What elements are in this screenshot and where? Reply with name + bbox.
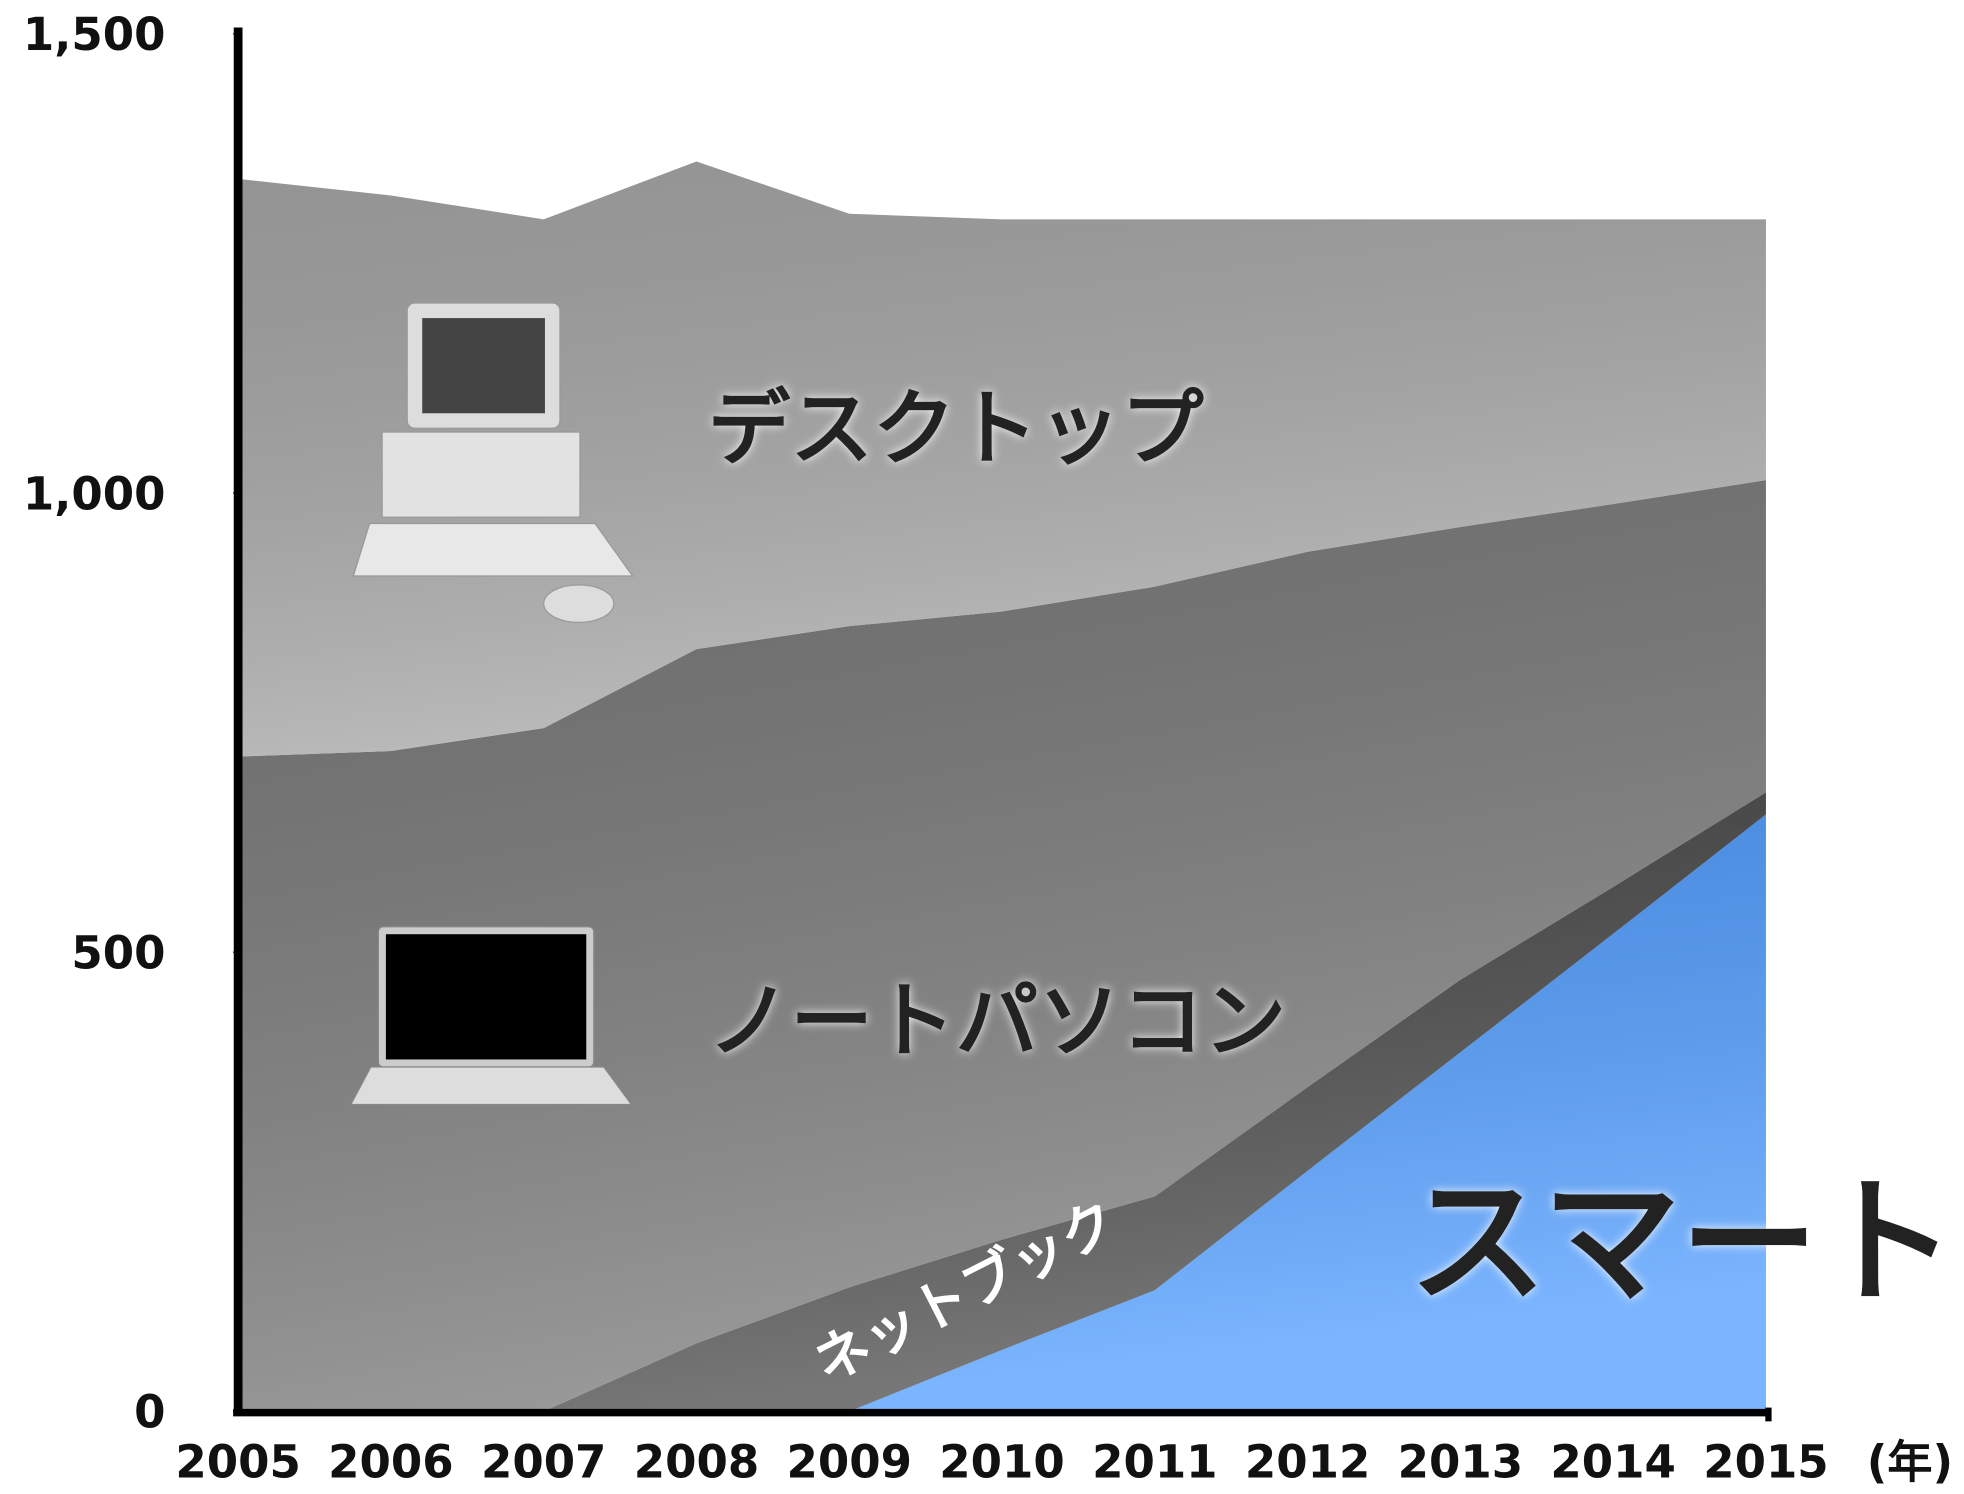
x-tick-label: 2007 <box>481 1436 606 1489</box>
area-shade <box>238 814 1766 1412</box>
x-tick-label: 2005 <box>175 1436 300 1489</box>
series-label: デスクトップ <box>708 381 1204 477</box>
x-tick-label: 2006 <box>328 1436 453 1489</box>
desktop-icon <box>352 302 634 624</box>
x-axis-label: (年) <box>1867 1436 1953 1489</box>
x-tick-label: 2014 <box>1550 1436 1675 1489</box>
y-tick-label: 1,500 <box>23 8 166 61</box>
area-shade <box>238 480 1766 1412</box>
y-tick-label: 0 <box>134 1386 165 1439</box>
area-shade <box>238 161 1766 757</box>
x-tick-label: 2008 <box>634 1436 759 1489</box>
y-tick-label: 500 <box>71 926 165 979</box>
x-tick-label: 2012 <box>1245 1436 1370 1489</box>
laptop-icon <box>349 926 633 1106</box>
x-tick-label: 2010 <box>939 1436 1064 1489</box>
x-tick-label: 2015 <box>1703 1436 1828 1489</box>
series-label: ノートパソコン <box>708 973 1286 1069</box>
area-shade <box>238 792 1766 1412</box>
x-tick-label: 2011 <box>1092 1436 1217 1489</box>
areas <box>238 161 1766 1412</box>
series-label: スマートフォン <box>1409 1163 1964 1323</box>
y-tick-label: 1,000 <box>23 467 166 520</box>
x-tick-label: 2013 <box>1398 1436 1523 1489</box>
x-tick-label: 2009 <box>787 1436 912 1489</box>
